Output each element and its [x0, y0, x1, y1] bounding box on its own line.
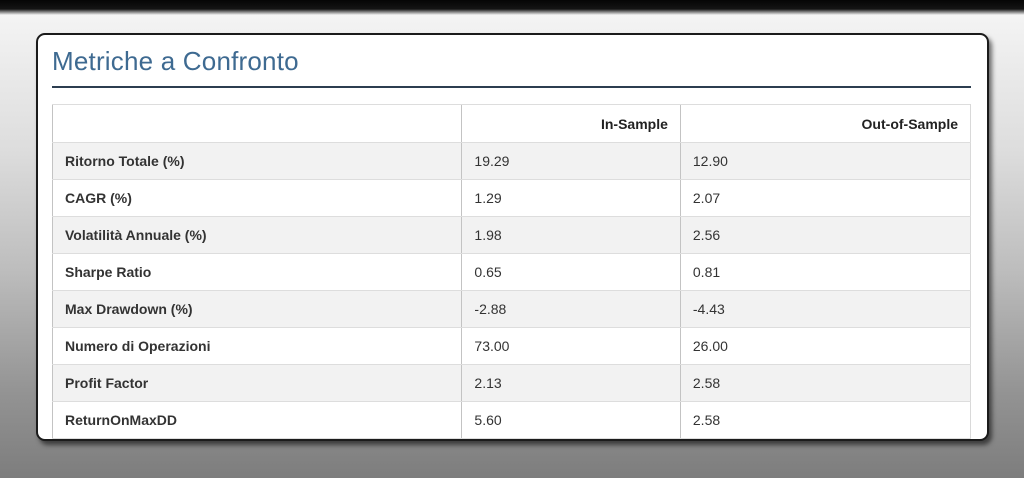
in-sample-value: 19.29: [461, 142, 681, 180]
header-metric: [51, 104, 462, 143]
table-row: Profit Factor 2.13 2.58: [51, 364, 972, 402]
out-of-sample-value: 2.58: [679, 401, 972, 439]
out-of-sample-value: 2.56: [679, 216, 972, 254]
out-of-sample-value: 2.07: [679, 179, 972, 217]
table-row: CAGR (%) 1.29 2.07: [51, 179, 972, 217]
in-sample-value: 73.00: [461, 327, 681, 365]
table-row: ReturnOnMaxDD 5.60 2.58: [51, 401, 972, 439]
out-of-sample-value: -4.43: [679, 290, 972, 328]
in-sample-value: 0.65: [461, 253, 681, 291]
metric-label: Sharpe Ratio: [51, 253, 462, 291]
table-row: Ritorno Totale (%) 19.29 12.90: [51, 142, 972, 180]
page-title: Metriche a Confronto: [52, 46, 299, 76]
in-sample-value: 5.60: [461, 401, 681, 439]
metric-label: Volatilità Annuale (%): [51, 216, 462, 254]
table-row: Numero di Operazioni 73.00 26.00: [51, 327, 972, 365]
table-row: Max Drawdown (%) -2.88 -4.43: [51, 290, 972, 328]
metric-label: Ritorno Totale (%): [51, 142, 462, 180]
metric-label: CAGR (%): [51, 179, 462, 217]
title-divider: [52, 86, 971, 88]
metrics-card: Metriche a Confronto In-Sample Out-of-Sa…: [36, 33, 989, 441]
in-sample-value: 1.29: [461, 179, 681, 217]
out-of-sample-value: 0.81: [679, 253, 972, 291]
out-of-sample-value: 26.00: [679, 327, 972, 365]
out-of-sample-value: 2.58: [679, 364, 972, 402]
in-sample-value: 2.13: [461, 364, 681, 402]
table-row: Sharpe Ratio 0.65 0.81: [51, 253, 972, 291]
metric-label: Numero di Operazioni: [51, 327, 462, 365]
table-header-row: In-Sample Out-of-Sample: [51, 104, 972, 143]
in-sample-value: 1.98: [461, 216, 681, 254]
header-in-sample: In-Sample: [461, 104, 681, 143]
metrics-table: In-Sample Out-of-Sample Ritorno Totale (…: [51, 104, 972, 439]
header-out-of-sample: Out-of-Sample: [679, 104, 972, 143]
in-sample-value: -2.88: [461, 290, 681, 328]
metric-label: ReturnOnMaxDD: [51, 401, 462, 439]
metric-label: Max Drawdown (%): [51, 290, 462, 328]
out-of-sample-value: 12.90: [679, 142, 972, 180]
table-row: Volatilità Annuale (%) 1.98 2.56: [51, 216, 972, 254]
metric-label: Profit Factor: [51, 364, 462, 402]
